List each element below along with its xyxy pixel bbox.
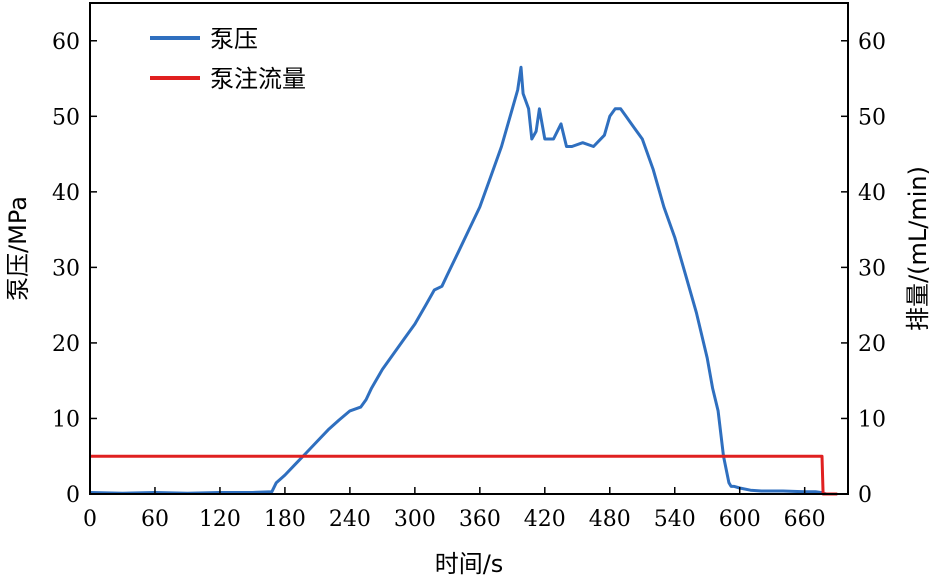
plot-frame [89, 2, 849, 495]
y-axis-right-title: 排量/(mL/min) [904, 166, 932, 331]
y-left-tick-label: 60 [52, 30, 80, 55]
y-left-tick-label: 50 [52, 105, 80, 130]
x-tick-label: 240 [329, 507, 371, 532]
y-left-tick-label: 40 [52, 181, 80, 206]
legend-label: 泵压 [210, 25, 258, 53]
x-tick-label: 660 [784, 507, 826, 532]
y-left-tick-label: 0 [66, 483, 80, 508]
x-tick-label: 180 [264, 507, 306, 532]
y-right-tick-label: 30 [858, 256, 886, 281]
y-left-tick-label: 20 [52, 332, 80, 357]
x-tick-label: 600 [719, 507, 761, 532]
y-axis-left-title: 泵压/MPa [4, 196, 32, 301]
y-right-tick-label: 20 [858, 332, 886, 357]
x-tick-label: 300 [394, 507, 436, 532]
x-tick-label: 0 [83, 507, 97, 532]
axes-layer: 0 60 120 180 240 300 360 420 480 540 600 6600102030… [52, 2, 886, 532]
legend-label: 泵注流量 [210, 65, 306, 93]
y-right-tick-label: 60 [858, 30, 886, 55]
y-right-tick-label: 50 [858, 105, 886, 130]
x-tick-label: 120 [199, 507, 241, 532]
y-right-tick-label: 10 [858, 407, 886, 432]
series-layer [89, 65, 838, 496]
x-tick-label: 480 [589, 507, 631, 532]
x-tick-label: 60 [141, 507, 169, 532]
x-tick-label: 420 [524, 507, 566, 532]
x-axis-title: 时间/s [435, 550, 504, 578]
y-right-tick-label: 0 [858, 483, 872, 508]
y-left-tick-label: 30 [52, 256, 80, 281]
y-right-tick-label: 40 [858, 181, 886, 206]
pump-pressure-line [89, 65, 838, 496]
x-tick-label: 360 [459, 507, 501, 532]
y-left-tick-label: 10 [52, 407, 80, 432]
x-tick-label: 540 [654, 507, 696, 532]
